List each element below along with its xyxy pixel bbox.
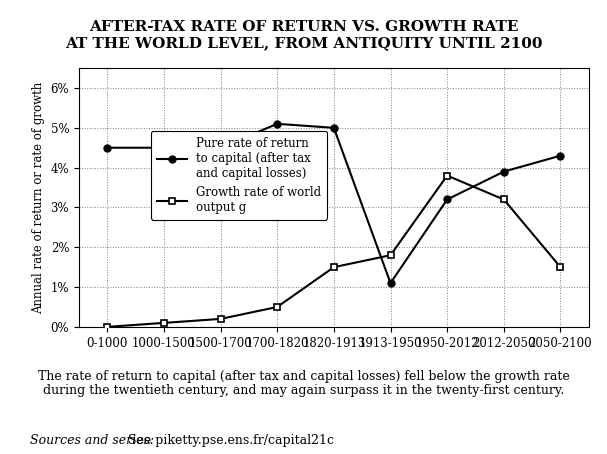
Pure rate of return
to capital (after tax
and capital losses)	[557, 153, 564, 158]
Growth rate of world
output g	[330, 264, 337, 270]
Text: AFTER-TAX RATE OF RETURN VS. GROWTH RATE
AT THE WORLD LEVEL, FROM ANTIQUITY UNTI: AFTER-TAX RATE OF RETURN VS. GROWTH RATE…	[65, 20, 542, 50]
Pure rate of return
to capital (after tax
and capital losses)	[160, 145, 168, 150]
Text: The rate of return to capital (after tax and capital losses) fell below the grow: The rate of return to capital (after tax…	[38, 370, 569, 383]
Growth rate of world
output g	[104, 324, 111, 330]
Line: Pure rate of return
to capital (after tax
and capital losses): Pure rate of return to capital (after ta…	[104, 120, 564, 286]
Y-axis label: Annual rate of return or rate of growth: Annual rate of return or rate of growth	[32, 81, 45, 314]
Growth rate of world
output g	[160, 320, 168, 326]
Text: See piketty.pse.ens.fr/capital21c: See piketty.pse.ens.fr/capital21c	[124, 434, 334, 447]
Line: Growth rate of world
output g: Growth rate of world output g	[104, 172, 564, 331]
Growth rate of world
output g	[500, 197, 507, 202]
Legend: Pure rate of return
to capital (after tax
and capital losses), Growth rate of wo: Pure rate of return to capital (after ta…	[151, 131, 327, 220]
Text: Sources and series:: Sources and series:	[30, 434, 154, 447]
Text: during the twentieth century, and may again surpass it in the twenty-first centu: during the twentieth century, and may ag…	[43, 384, 564, 397]
Growth rate of world
output g	[217, 316, 224, 321]
Growth rate of world
output g	[387, 252, 394, 258]
Pure rate of return
to capital (after tax
and capital losses)	[444, 197, 451, 202]
Pure rate of return
to capital (after tax
and capital losses)	[274, 121, 281, 127]
Pure rate of return
to capital (after tax
and capital losses)	[330, 125, 337, 131]
Growth rate of world
output g	[557, 264, 564, 270]
Growth rate of world
output g	[274, 304, 281, 310]
Growth rate of world
output g	[444, 173, 451, 178]
Pure rate of return
to capital (after tax
and capital losses)	[387, 281, 394, 286]
Pure rate of return
to capital (after tax
and capital losses)	[217, 145, 224, 150]
Pure rate of return
to capital (after tax
and capital losses)	[104, 145, 111, 150]
Pure rate of return
to capital (after tax
and capital losses)	[500, 169, 507, 174]
